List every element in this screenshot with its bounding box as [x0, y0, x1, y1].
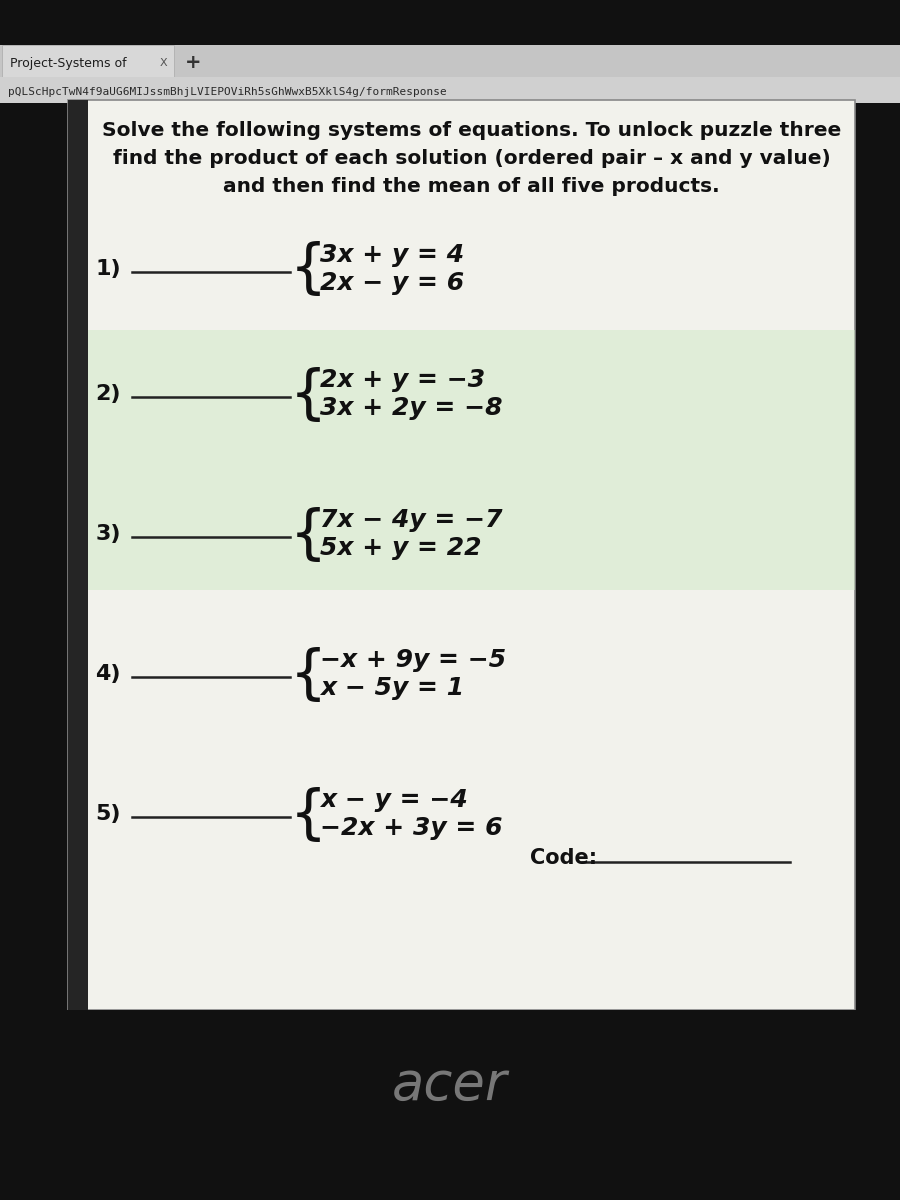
Text: 1): 1) — [95, 259, 121, 278]
Text: 2): 2) — [95, 384, 121, 404]
Text: 5): 5) — [95, 804, 121, 824]
FancyBboxPatch shape — [88, 330, 855, 590]
Text: find the product of each solution (ordered pair – x and y value): find the product of each solution (order… — [112, 149, 831, 168]
Text: Project-Systems of: Project-Systems of — [10, 56, 127, 70]
Text: 7x − 4y = −7: 7x − 4y = −7 — [320, 508, 502, 532]
FancyBboxPatch shape — [0, 1010, 900, 1200]
Text: $\{$: $\{$ — [289, 365, 321, 424]
FancyBboxPatch shape — [2, 44, 174, 77]
Text: 4): 4) — [95, 664, 121, 684]
Text: +: + — [185, 53, 202, 72]
Text: X: X — [160, 58, 167, 68]
Text: −x + 9y = −5: −x + 9y = −5 — [320, 648, 506, 672]
Text: x − 5y = 1: x − 5y = 1 — [320, 676, 464, 700]
Text: $\{$: $\{$ — [289, 504, 321, 564]
Text: 2x − y = 6: 2x − y = 6 — [320, 271, 464, 295]
FancyBboxPatch shape — [0, 0, 900, 44]
Text: $\{$: $\{$ — [289, 240, 321, 299]
Text: 2x + y = −3: 2x + y = −3 — [320, 368, 485, 392]
Text: and then find the mean of all five products.: and then find the mean of all five produ… — [223, 176, 720, 196]
FancyBboxPatch shape — [68, 100, 855, 1010]
Text: Code:: Code: — [530, 848, 597, 868]
FancyBboxPatch shape — [0, 77, 900, 103]
Text: 3x + 2y = −8: 3x + 2y = −8 — [320, 396, 502, 420]
Text: Solve the following systems of equations. To unlock puzzle three: Solve the following systems of equations… — [102, 120, 842, 139]
Text: $\{$: $\{$ — [289, 644, 321, 703]
Text: acer: acer — [392, 1058, 508, 1111]
Text: −2x + 3y = 6: −2x + 3y = 6 — [320, 816, 502, 840]
Text: 5x + y = 22: 5x + y = 22 — [320, 536, 482, 560]
FancyBboxPatch shape — [68, 100, 88, 1010]
Text: x − y = −4: x − y = −4 — [320, 788, 468, 812]
Text: $\{$: $\{$ — [289, 785, 321, 844]
Text: 3): 3) — [95, 524, 121, 544]
Text: 3x + y = 4: 3x + y = 4 — [320, 242, 464, 266]
Text: pQLScHpcTwN4f9aUG6MIJssmBhjLVIEPOViRh5sGhWwxB5XklS4g/formResponse: pQLScHpcTwN4f9aUG6MIJssmBhjLVIEPOViRh5sG… — [8, 86, 446, 97]
FancyBboxPatch shape — [0, 44, 900, 77]
